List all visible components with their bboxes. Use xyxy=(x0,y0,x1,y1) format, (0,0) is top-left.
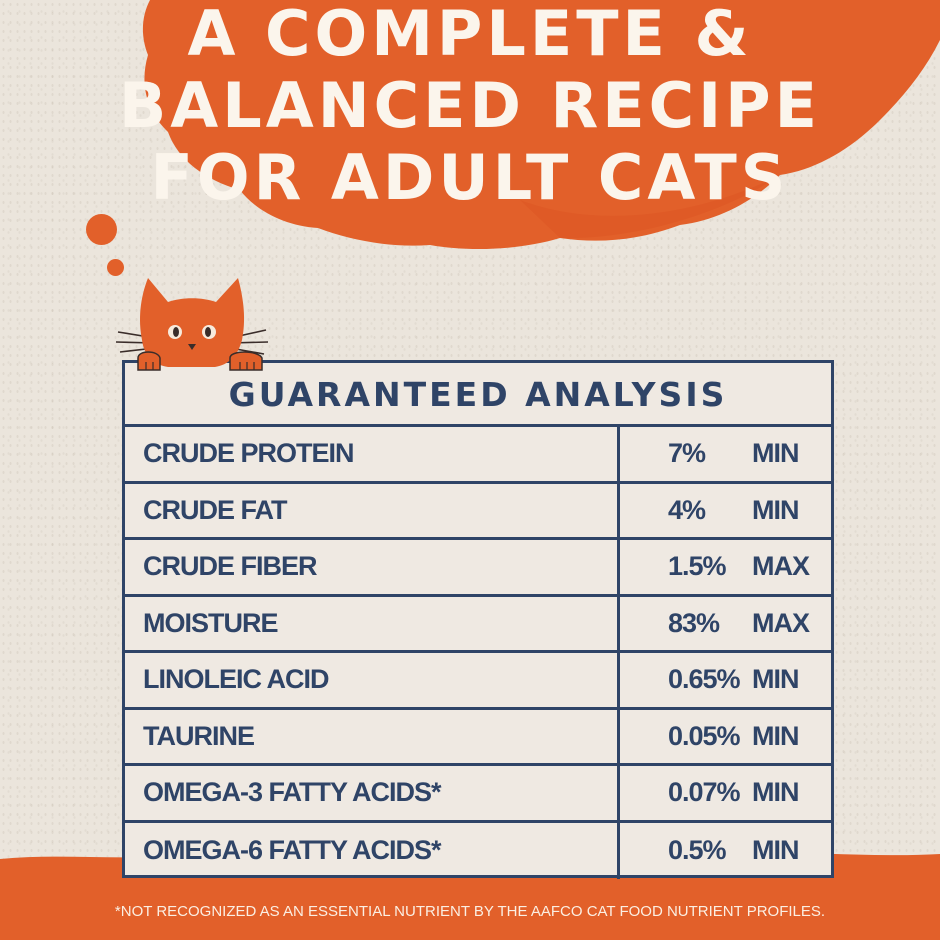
table-row: MOISTURE 83% MAX xyxy=(125,596,831,653)
nutrient-value: 1.5% xyxy=(668,551,727,582)
table-row: CRUDE FAT 4% MIN xyxy=(125,483,831,540)
headline-line-1: A COMPLETE & xyxy=(187,0,753,70)
headline: A COMPLETE & BALANCED RECIPE FOR ADULT C… xyxy=(0,0,940,214)
nutrient-value: 7% xyxy=(668,438,706,469)
thought-cloud xyxy=(142,0,940,250)
nutrient-value: 4% xyxy=(668,494,706,525)
footnote: *NOT RECOGNIZED AS AN ESSENTIAL NUTRIENT… xyxy=(114,903,826,920)
nutrient-qualifier: MAX xyxy=(752,607,810,638)
nutrient-qualifier: MIN xyxy=(752,664,799,695)
nutrient-value: 0.5% xyxy=(668,835,727,866)
nutrient-value: 83% xyxy=(668,607,720,638)
guaranteed-analysis-table: GUARANTEED ANALYSIS CRUDE PROTEIN 7% MIN … xyxy=(122,360,834,879)
nutrient-name: MOISTURE xyxy=(125,596,620,650)
nutrient-value: 0.65% xyxy=(668,664,741,695)
table-row: OMEGA-3 FATTY ACIDS* 0.07% MIN xyxy=(125,766,831,823)
nutrient-qualifier: MIN xyxy=(752,835,799,866)
nutrient-qualifier: MIN xyxy=(752,438,799,469)
nutrient-name: OMEGA-3 FATTY ACIDS* xyxy=(125,766,620,820)
nutrient-name: TAURINE xyxy=(125,709,620,763)
table-title: GUARANTEED ANALYSIS xyxy=(125,363,831,427)
thought-bubble-large xyxy=(86,214,117,245)
nutrient-qualifier: MIN xyxy=(752,777,799,808)
headline-line-3: FOR ADULT CATS xyxy=(150,141,790,214)
nutrient-qualifier: MIN xyxy=(752,720,799,751)
cat-peeking-icon xyxy=(115,278,269,371)
nutrient-value: 0.05% xyxy=(668,720,741,751)
thought-bubble-small xyxy=(107,259,124,276)
nutrient-name: CRUDE PROTEIN xyxy=(125,427,620,481)
table-row: OMEGA-6 FATTY ACIDS* 0.5% MIN xyxy=(125,822,831,879)
headline-line-2: BALANCED RECIPE xyxy=(119,69,821,142)
table-row: CRUDE PROTEIN 7% MIN xyxy=(125,427,831,484)
nutrient-value: 0.07% xyxy=(668,777,741,808)
table-row: LINOLEIC ACID 0.65% MIN xyxy=(125,653,831,710)
nutrient-name: LINOLEIC ACID xyxy=(125,653,620,707)
nutrient-qualifier: MIN xyxy=(752,494,799,525)
nutrient-name: CRUDE FIBER xyxy=(125,540,620,594)
table-row: TAURINE 0.05% MIN xyxy=(125,709,831,766)
nutrient-qualifier: MAX xyxy=(752,551,810,582)
table-row: CRUDE FIBER 1.5% MAX xyxy=(125,540,831,597)
nutrient-name: OMEGA-6 FATTY ACIDS* xyxy=(125,822,620,879)
nutrient-name: CRUDE FAT xyxy=(125,483,620,537)
